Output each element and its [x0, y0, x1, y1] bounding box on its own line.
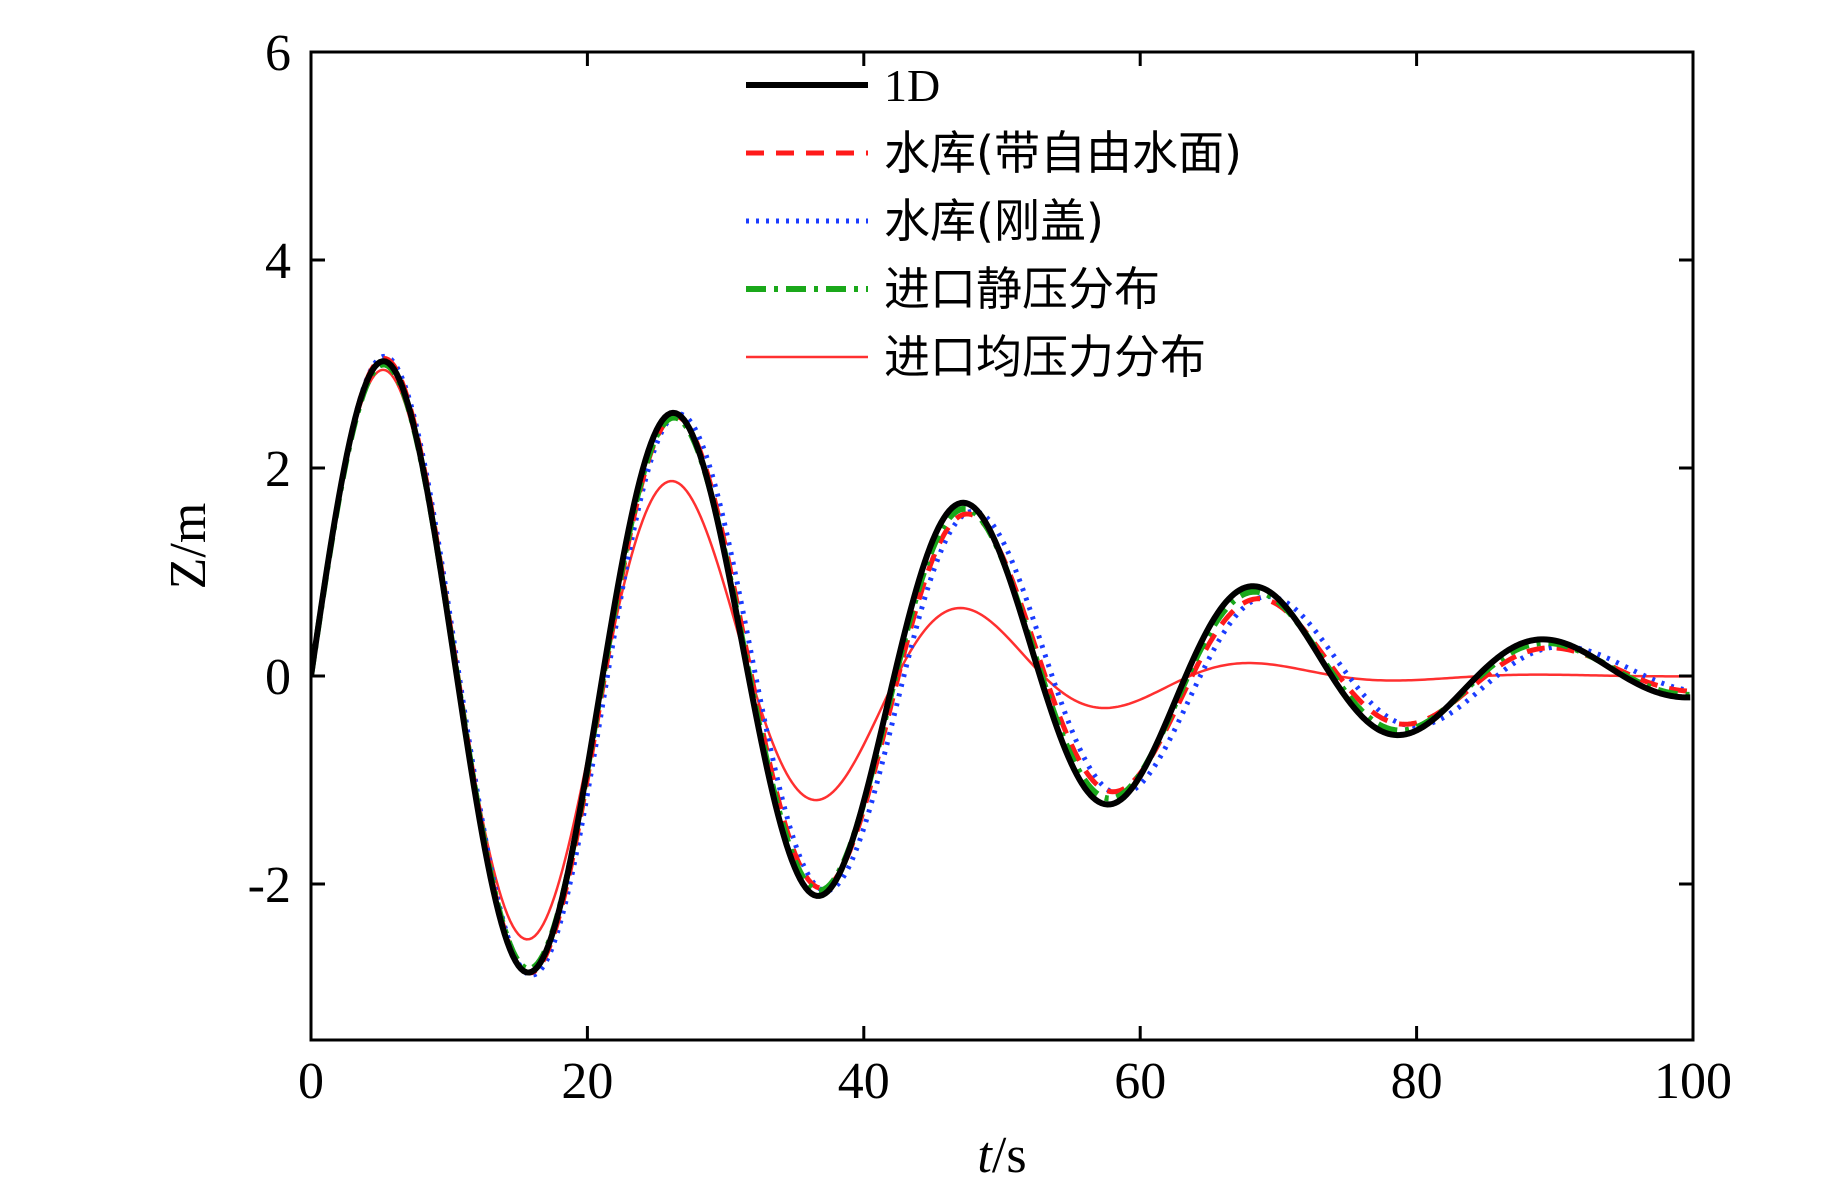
- x-tick-label: 0: [298, 1053, 324, 1110]
- x-tick-label: 60: [1114, 1053, 1166, 1110]
- series-line-4: [311, 368, 1691, 941]
- x-axis-title: t/s: [977, 1127, 1026, 1182]
- y-tick-label: -2: [248, 857, 291, 914]
- x-axis-title-unit: /s: [992, 1127, 1027, 1182]
- x-axis-title-variable: t: [977, 1127, 993, 1182]
- x-tick-label: 20: [561, 1053, 613, 1110]
- x-tick-label: 80: [1391, 1053, 1443, 1110]
- legend-label-2: 水库(刚盖): [884, 194, 1104, 248]
- ticks-layer: 0 20 40 60 80 100 -2 0 2 4 6: [248, 25, 1732, 1110]
- y-tick-label: 2: [265, 441, 291, 498]
- series-line-1: [311, 355, 1691, 976]
- y-axis-title: Z/m: [160, 503, 217, 590]
- legend-label-4: 进口均压力分布: [884, 330, 1206, 384]
- plot-frame: [309, 50, 1695, 1042]
- legend-label-1: 水库(带自由水面): [884, 126, 1242, 180]
- legend-label-3: 进口静压分布: [884, 262, 1160, 316]
- y-tick-label: 6: [265, 25, 291, 82]
- series-line-2: [311, 353, 1691, 978]
- y-tick-label: 0: [265, 649, 291, 706]
- x-tick-label: 100: [1654, 1053, 1732, 1110]
- series-line-0: [311, 358, 1691, 976]
- series-layer: [311, 353, 1691, 978]
- x-tick-label: 40: [838, 1053, 890, 1110]
- y-tick-label: 4: [265, 233, 291, 290]
- legend-label-0: 1D: [884, 60, 940, 111]
